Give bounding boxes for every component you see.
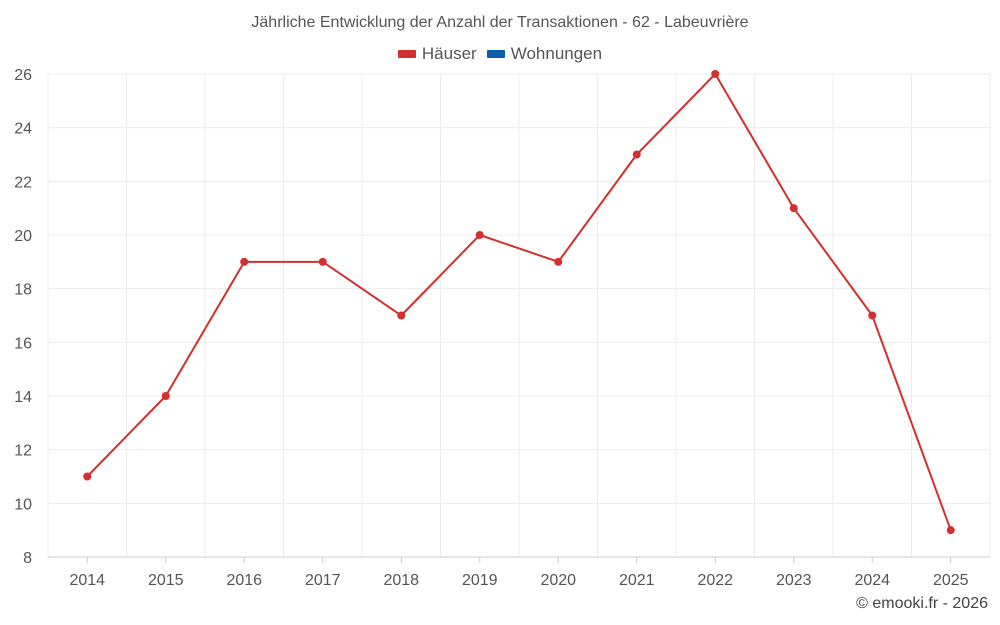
y-tick-label: 20 (14, 228, 32, 245)
series-line-0 (86, 73, 952, 531)
x-tick-label: 2022 (697, 572, 733, 589)
data-point (711, 70, 720, 78)
y-tick-label: 24 (14, 121, 32, 138)
x-tick-label: 2016 (226, 572, 262, 589)
data-point (397, 311, 406, 320)
data-point (240, 257, 249, 266)
chart-title: Jährliche Entwicklung der Anzahl der Tra… (251, 14, 749, 31)
x-tick-label: 2017 (305, 572, 341, 589)
legend-swatch-haeuser (397, 50, 416, 58)
y-tick-label: 16 (14, 335, 32, 352)
x-tick-label: 2025 (933, 572, 969, 589)
data-point (868, 311, 877, 320)
x-tick-label: 2020 (540, 572, 576, 589)
x-tick-label: 2015 (148, 572, 184, 589)
legend-label-haeuser: Häuser (421, 44, 477, 63)
chart-legend: Häuser Wohnungen (0, 44, 1000, 64)
legend-label-wohnungen: Wohnungen (510, 44, 603, 63)
y-tick-label: 12 (14, 443, 32, 460)
x-tick-label: 2018 (383, 572, 419, 589)
x-tick-label: 2019 (462, 572, 498, 589)
x-tick-label: 2021 (619, 572, 655, 589)
x-tick-label: 2024 (854, 572, 890, 589)
data-point (554, 257, 563, 266)
y-tick-label: 14 (14, 389, 32, 406)
x-tick-label: 2014 (69, 572, 105, 589)
data-point (475, 231, 484, 239)
y-tick-label: 22 (14, 174, 32, 191)
legend-item-haeuser[interactable]: Häuser (397, 44, 477, 64)
data-point (318, 257, 327, 266)
data-point (946, 526, 955, 535)
data-point (161, 392, 170, 400)
legend-item-wohnungen[interactable]: Wohnungen (486, 44, 603, 64)
data-point (789, 204, 798, 213)
data-point (83, 472, 92, 481)
y-tick-label: 18 (14, 282, 32, 299)
x-tick-label: 2023 (776, 572, 812, 589)
data-point (632, 150, 641, 159)
y-tick-label: 26 (14, 67, 32, 84)
legend-swatch-wohnungen (486, 50, 505, 58)
y-tick-label: 8 (23, 550, 32, 567)
y-tick-label: 10 (14, 496, 32, 513)
credit-text: © emooki.fr - 2026 (856, 595, 988, 612)
